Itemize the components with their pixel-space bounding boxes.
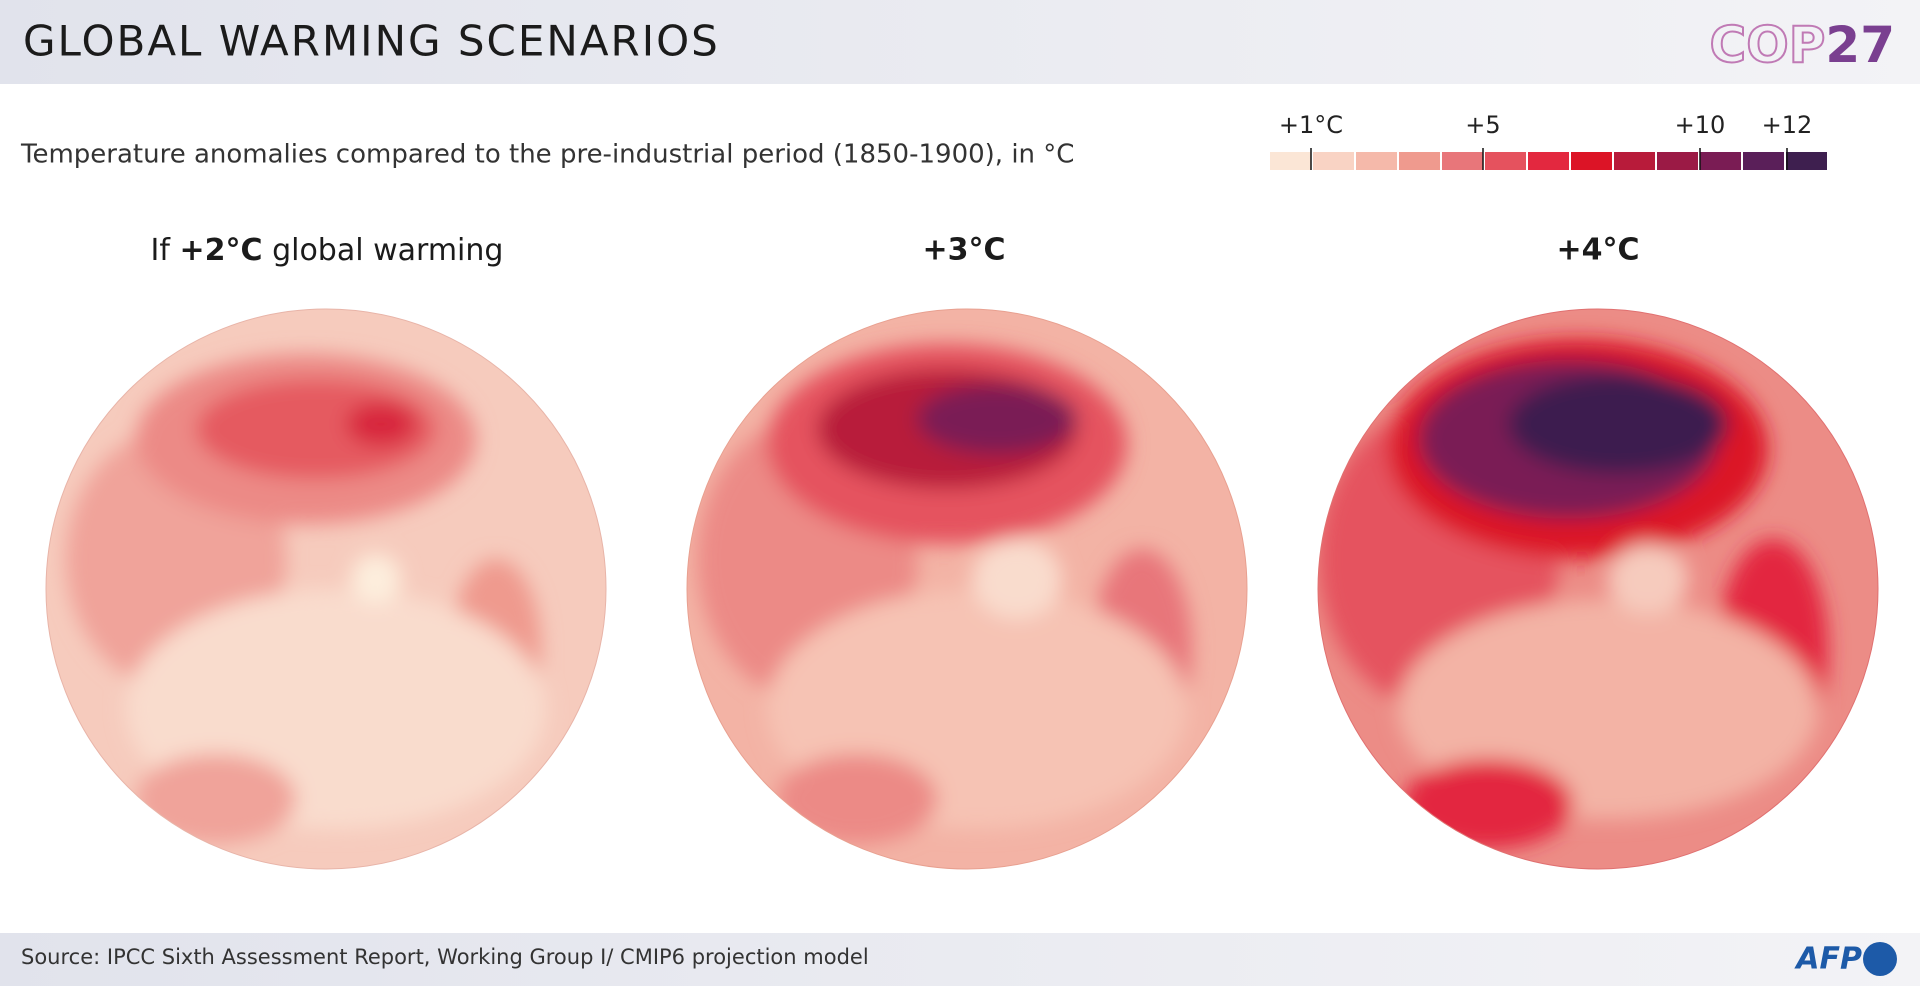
source: Source: IPCC Sixth Assessment Report, Wo… [21,945,869,969]
globe [686,308,1248,870]
legend-swatch [1442,152,1483,170]
legend-tick-label: +12 [1762,111,1813,139]
legend-swatch [1356,152,1397,170]
legend-swatch [1786,152,1827,170]
legend-swatch [1270,152,1311,170]
panel-title-suffix: global warming [263,233,504,268]
logo-number: 27 [1825,16,1895,74]
globe [1317,308,1879,870]
legend-swatch [1399,152,1440,170]
legend-swatch [1614,152,1655,170]
legend-swatch [1571,152,1612,170]
footer-band [0,933,1920,986]
legend-swatch [1485,152,1526,170]
legend: +1°C +5 +10 +12 [1270,111,1827,170]
panel-title: If +2°C global warming [151,233,504,268]
legend-tick-label: +1°C [1279,111,1343,139]
legend-swatch [1743,152,1784,170]
logo-text: COP [1710,16,1826,74]
header-band [0,0,1920,84]
panel-title-prefix: If [151,233,180,268]
subtitle: Temperature anomalies compared to the pr… [20,140,1074,170]
logo: COP27 [1710,16,1895,74]
panel-title: +3°C [922,233,1005,268]
title: GLOBAL WARMING SCENARIOS [23,17,720,66]
afp-logo-dot [1863,942,1897,976]
legend-swatch [1313,152,1354,170]
legend-swatch [1700,152,1741,170]
legend-tick-label: +10 [1675,111,1726,139]
panel-title-bold: +2°C [180,233,263,268]
afp-logo: AFP [1794,942,1862,977]
panels: If +2°C global warming +3°C +4°C [45,233,1879,870]
panel-title: +4°C [1556,233,1639,268]
legend-tick-label: +5 [1465,111,1500,139]
legend-swatch [1528,152,1569,170]
legend-swatch [1657,152,1698,170]
globe [45,308,607,870]
